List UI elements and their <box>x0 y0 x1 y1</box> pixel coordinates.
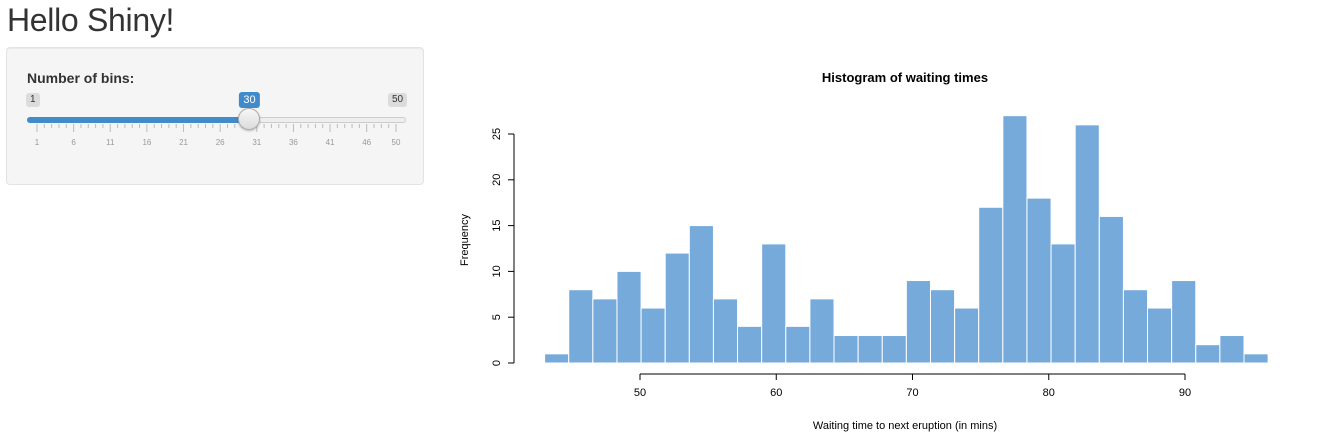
y-tick-label: 10 <box>491 265 503 277</box>
slider-grid-label: 16 <box>142 138 151 147</box>
y-tick-label: 5 <box>491 314 503 320</box>
slider-grid: 1 6 11 16 21 26 31 36 41 46 50 <box>35 124 401 147</box>
histogram-bar <box>905 280 931 364</box>
x-axis-label: Waiting time to next eruption (in mins) <box>813 420 997 432</box>
slider-value-badge: 30 <box>239 92 260 108</box>
x-tick-label: 60 <box>770 387 782 399</box>
slider-grid-label: 31 <box>252 138 261 147</box>
histogram-bar <box>737 325 763 364</box>
histogram-bar <box>1147 307 1173 364</box>
slider-grid-label: 6 <box>71 138 76 147</box>
slider-min-badge: 1 <box>26 93 40 107</box>
histogram-bar <box>1026 197 1052 364</box>
histogram-bar <box>1074 124 1100 364</box>
histogram-bar <box>809 298 835 364</box>
y-tick-label: 0 <box>491 360 503 366</box>
histogram-bar <box>592 298 618 364</box>
slider-max-badge: 50 <box>388 93 408 107</box>
bars-group <box>544 115 1269 364</box>
histogram-bar <box>857 335 883 364</box>
chart-title: Histogram of waiting times <box>822 70 988 85</box>
slider-grid-label: 46 <box>362 138 371 147</box>
histogram-bar <box>712 298 739 364</box>
y-axis: 0 5 10 15 20 25 <box>491 128 515 366</box>
bins-slider-label: Number of bins: <box>27 70 135 86</box>
x-tick-label: 80 <box>1043 387 1055 399</box>
slider-fill-bar <box>27 117 250 123</box>
histogram-bar <box>568 289 594 364</box>
histogram-bar <box>688 225 714 364</box>
histogram-bar <box>1002 115 1028 364</box>
slider-grid-label: 11 <box>106 138 115 147</box>
page-title: Hello Shiny! <box>7 2 175 38</box>
slider-grid-label: 36 <box>289 138 298 147</box>
x-axis: 50 60 70 80 90 <box>634 373 1191 399</box>
slider-grid-label: 41 <box>326 138 335 147</box>
histogram-bar <box>640 307 666 364</box>
histogram-bar <box>664 252 690 364</box>
slider-grid-label: 21 <box>179 138 188 147</box>
histogram-bar <box>785 325 811 364</box>
x-tick-label: 70 <box>906 387 918 399</box>
histogram-bar <box>833 335 859 364</box>
y-axis-label: Frequency <box>459 214 471 266</box>
histogram-bar <box>616 270 642 364</box>
slider-handle[interactable] <box>238 108 261 130</box>
slider-grid-label: 1 <box>35 138 40 147</box>
histogram-bar <box>1050 243 1076 364</box>
y-tick-label: 15 <box>491 219 503 231</box>
x-tick-label: 50 <box>634 387 646 399</box>
histogram-bar <box>1243 353 1269 364</box>
histogram-bar <box>761 243 787 364</box>
histogram-bar <box>1171 280 1197 364</box>
slider-grid-label: 26 <box>216 138 225 147</box>
histogram-bar <box>1195 344 1221 364</box>
histogram-bar <box>1098 215 1124 364</box>
histogram-bar <box>1219 335 1245 364</box>
histogram-bar <box>929 289 956 364</box>
x-tick-label: 90 <box>1179 387 1191 399</box>
slider-grid-label: 50 <box>392 138 401 147</box>
histogram-bar <box>978 206 1004 364</box>
sidebar-panel: Number of bins: 1 50 30 1 6 11 16 21 26 31 36 41… <box>6 47 424 185</box>
y-tick-label: 25 <box>491 128 503 140</box>
histogram-bar <box>544 353 570 364</box>
histogram-plot: Histogram of waiting times Waiting time … <box>459 70 1269 432</box>
histogram-bar <box>954 307 980 364</box>
histogram-bar <box>881 335 907 364</box>
y-tick-label: 20 <box>491 174 503 186</box>
histogram-bar <box>1122 289 1149 364</box>
